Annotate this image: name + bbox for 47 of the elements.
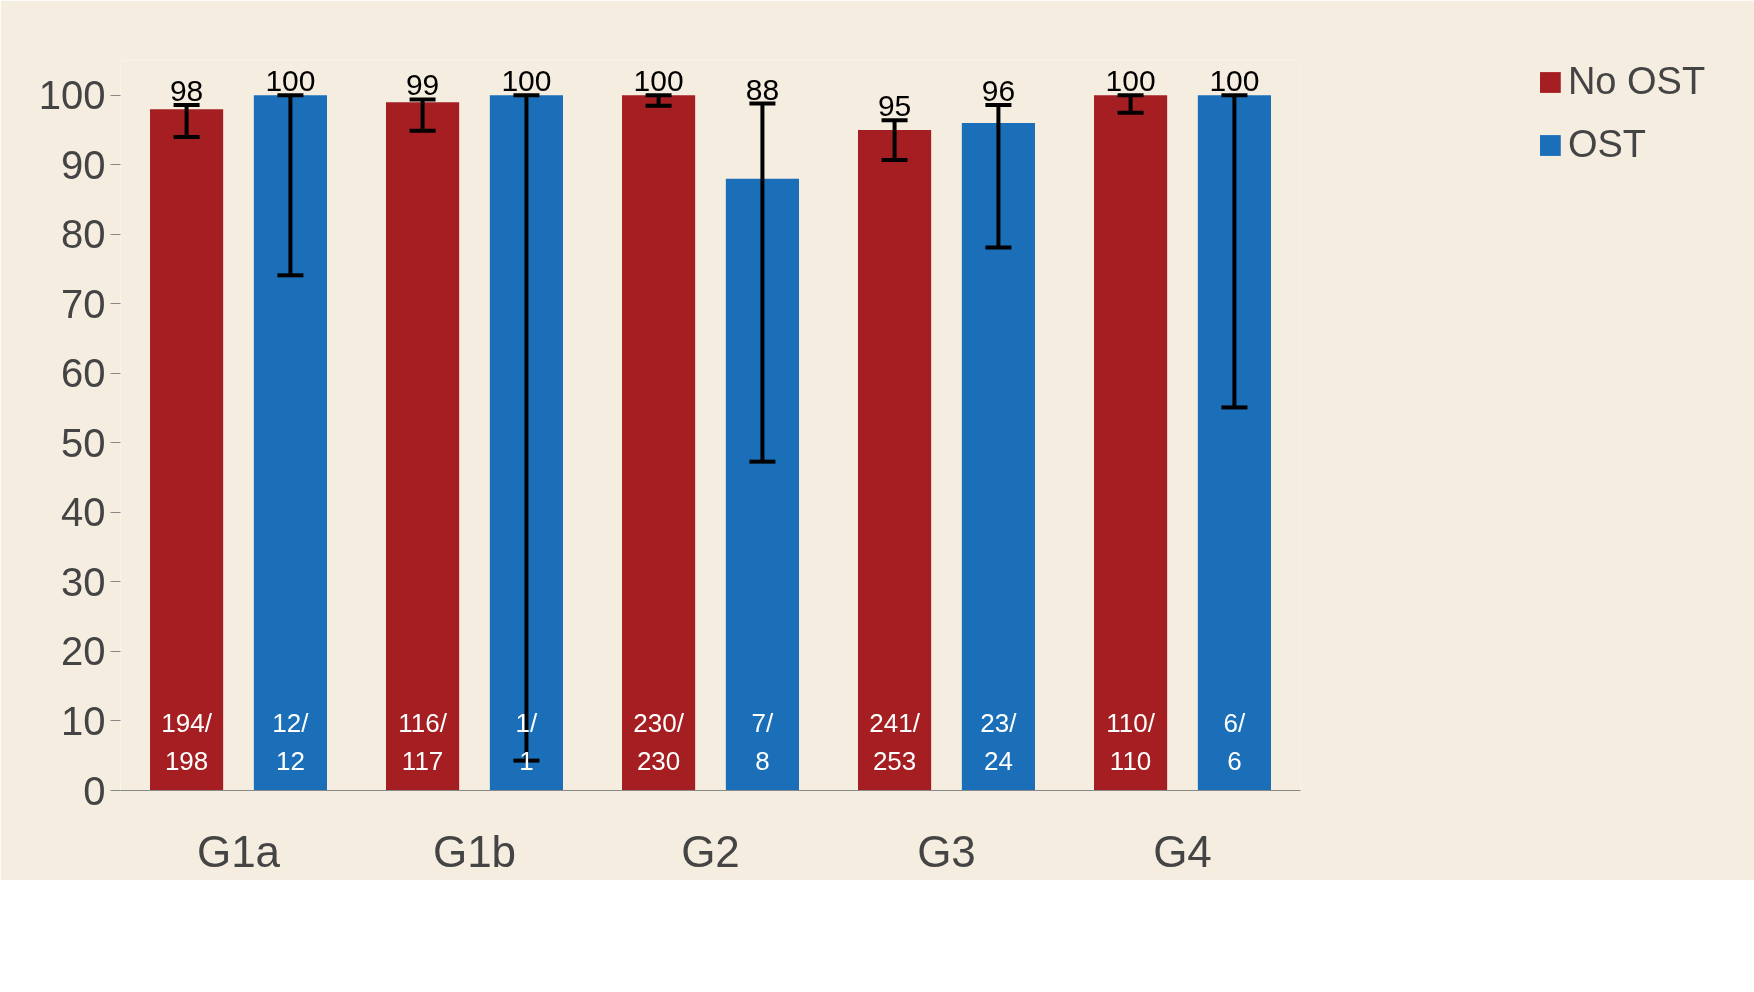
data-label: 100 — [1209, 64, 1260, 98]
data-label: 100 — [633, 64, 684, 98]
data-label: 96 — [981, 74, 1016, 107]
y-tick-label: 20 — [61, 629, 106, 674]
bar — [386, 102, 460, 791]
annotation: 12/ 12 — [272, 708, 310, 776]
bar — [489, 95, 563, 791]
y-tick-label: 10 — [61, 698, 106, 743]
y-tick-label: 40 — [61, 490, 106, 535]
y-tick-label: 70 — [61, 281, 106, 326]
y-tick-label: 80 — [61, 212, 106, 257]
annotation: 230/ 230 — [633, 708, 685, 776]
annotation: 116/ 117 — [398, 708, 448, 776]
data-label: 95 — [877, 89, 912, 123]
bar — [150, 109, 224, 791]
bar — [858, 130, 932, 791]
x-tick-label: G4 — [1153, 826, 1212, 876]
data-label: 100 — [501, 64, 552, 98]
data-label: 99 — [405, 68, 440, 102]
x-tick-label: G2 — [681, 826, 740, 876]
data-label: 100 — [1105, 64, 1156, 98]
bar — [1197, 95, 1271, 791]
y-tick-label: 0 — [83, 768, 106, 813]
bar — [622, 95, 696, 791]
annotation: 6/ 6 — [1223, 708, 1247, 776]
x-tick-label: G1a — [196, 826, 281, 876]
legend-label: OST — [1567, 123, 1646, 166]
legend-label: No OST — [1567, 60, 1706, 103]
annotation: 110/ 110 — [1106, 708, 1156, 776]
bar — [1094, 95, 1168, 791]
annotation: 194/ 198 — [161, 708, 213, 776]
data-label: 98 — [169, 74, 204, 107]
annotation: 241/ 253 — [869, 708, 921, 776]
x-tick-label: G1b — [432, 826, 517, 876]
bar — [725, 178, 799, 791]
bar — [253, 95, 327, 791]
y-tick-label: 30 — [61, 559, 106, 604]
bar — [961, 123, 1035, 791]
y-tick-label: 60 — [61, 351, 106, 396]
annotation: 7/ 8 — [751, 708, 775, 776]
x-tick-label: G3 — [917, 826, 976, 876]
y-tick-label: 90 — [61, 142, 106, 187]
y-tick-label: 50 — [61, 420, 106, 465]
data-label: 88 — [745, 72, 780, 106]
annotation: 23/ 24 — [980, 708, 1018, 776]
y-tick-label: 100 — [38, 73, 106, 118]
data-label: 100 — [265, 64, 316, 98]
